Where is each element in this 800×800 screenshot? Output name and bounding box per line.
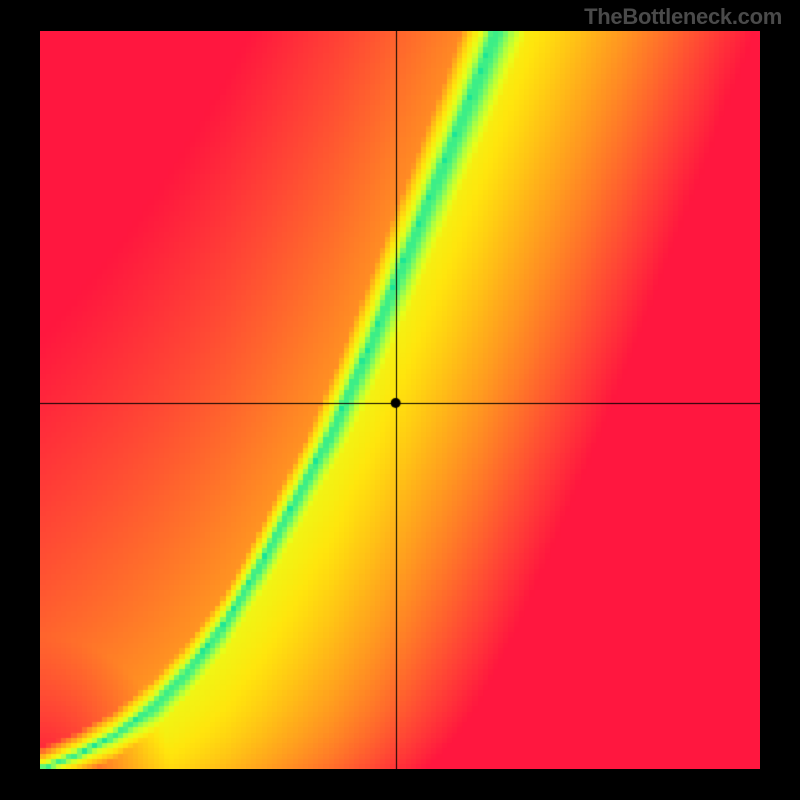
watermark-text: TheBottleneck.com [584, 4, 782, 30]
bottleneck-heatmap [40, 31, 760, 769]
